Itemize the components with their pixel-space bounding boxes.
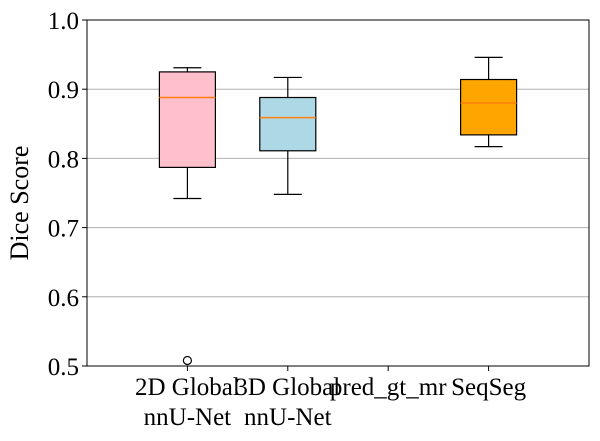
x-tick-label: 3D Global nnU-Net — [235, 374, 340, 431]
y-tick-label: 0.9 — [48, 77, 79, 104]
y-axis-title: Dice Score — [5, 146, 34, 261]
y-tick-label: 0.8 — [48, 146, 79, 173]
x-tick-label: SeqSeg — [451, 374, 527, 401]
y-axis: 0.5 0.6 0.7 0.8 0.9 1.0 — [48, 8, 87, 381]
y-tick-label: 0.5 — [48, 354, 79, 381]
box-group — [460, 56, 518, 148]
y-tick-label: 0.6 — [48, 285, 79, 312]
outlier-point — [182, 355, 192, 366]
box-group — [158, 67, 216, 366]
iqr-box — [460, 78, 518, 136]
iqr-box — [259, 96, 317, 152]
y-tick-label: 1.0 — [48, 8, 79, 35]
x-tick-label: pred_gt_mr — [330, 374, 447, 401]
box-series — [158, 56, 518, 366]
plot-frame — [86, 19, 590, 367]
box-group — [259, 76, 317, 195]
iqr-box — [158, 71, 216, 168]
y-tick-label: 0.7 — [48, 216, 79, 243]
x-tick-label: 2D Global nnU-Net — [135, 374, 240, 431]
